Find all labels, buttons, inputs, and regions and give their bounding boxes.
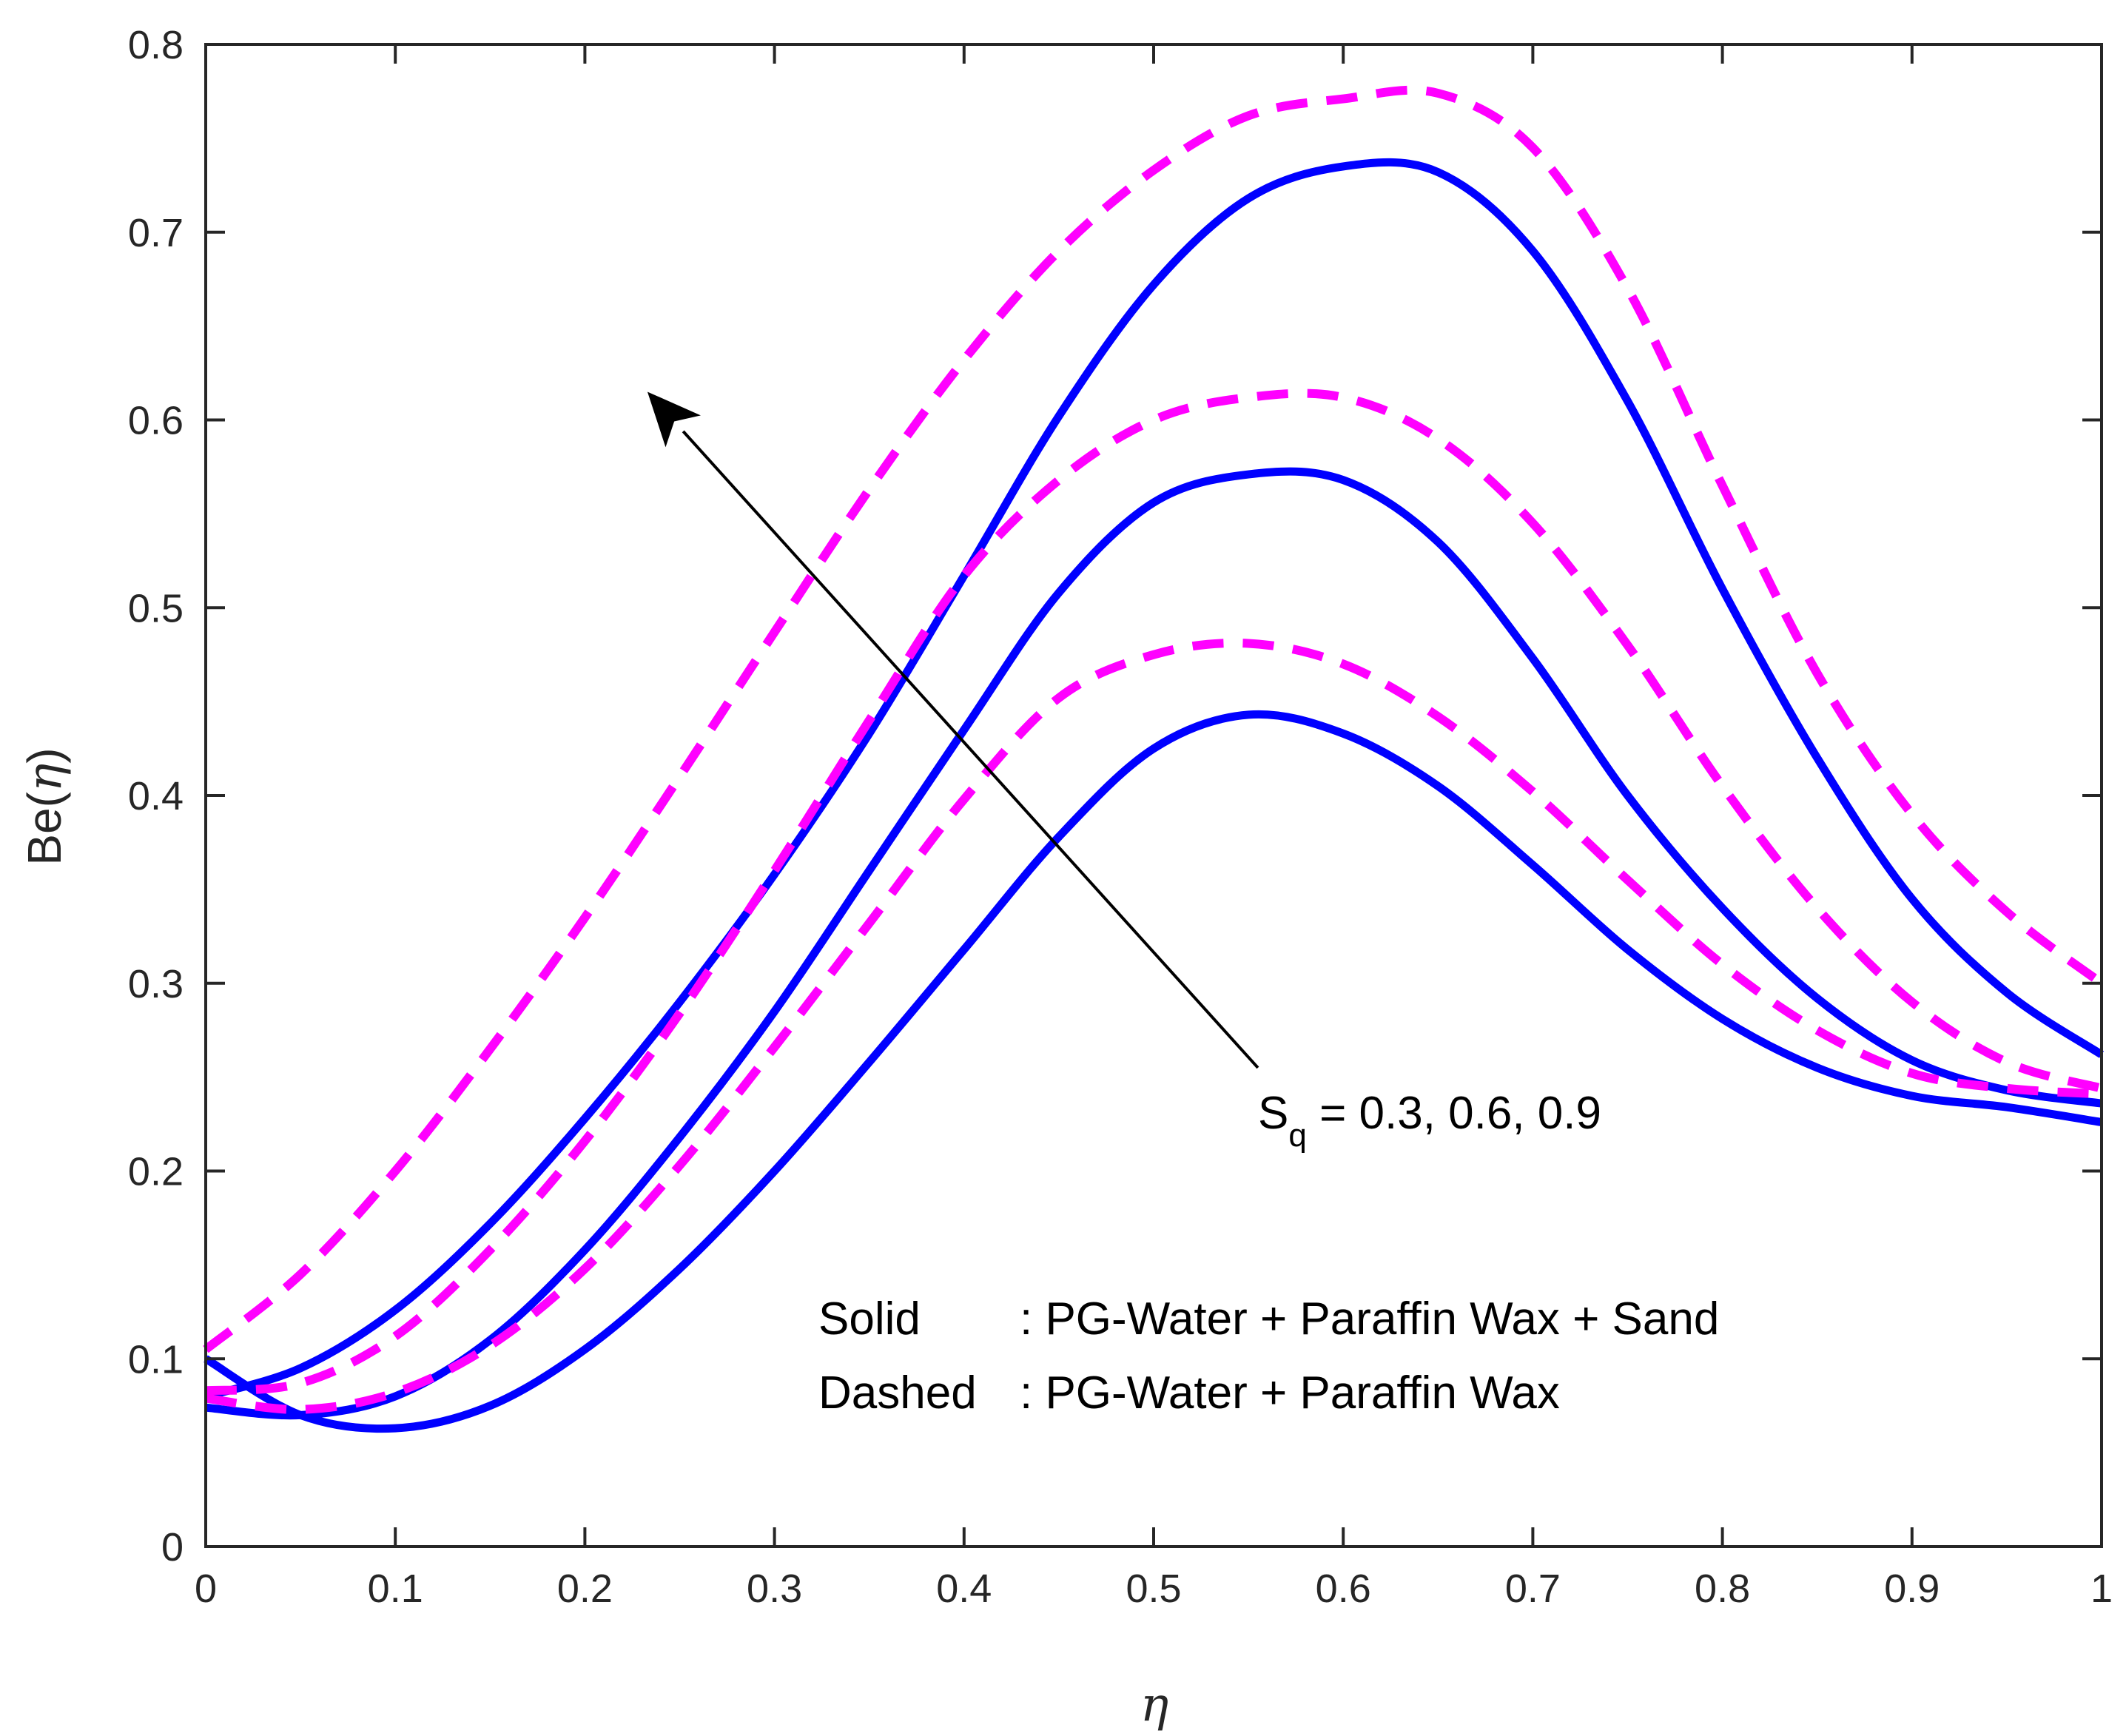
y-tick-label: 0.6	[128, 399, 184, 443]
sq-annotation-symbol: S	[1258, 1088, 1288, 1139]
tick-marks	[204, 43, 2103, 1548]
trend-arrow-head	[647, 391, 701, 448]
dashed-series-line-1	[205, 639, 2102, 1414]
y-axis-title-symbol: η	[18, 764, 73, 792]
sq-annotation-subscript: q	[1288, 1117, 1306, 1154]
y-tick-label: 0	[161, 1525, 184, 1570]
x-tick-label: 1	[2090, 1567, 2113, 1611]
solid-series-line-3	[204, 158, 2105, 1401]
x-tick-label: 0.7	[1505, 1567, 1561, 1611]
y-axis-title: Be(η)	[18, 747, 73, 865]
legend-dashed-label: Dashed	[818, 1367, 977, 1419]
y-axis-title-prefix: Be(	[18, 792, 71, 866]
y-tick-label: 0.8	[128, 23, 184, 67]
x-tick-label: 0.9	[1884, 1567, 1940, 1611]
trend-arrow	[647, 391, 1259, 1069]
x-tick-label: 0.2	[557, 1567, 613, 1611]
y-tick-label: 0.2	[128, 1150, 184, 1194]
x-tick-label: 0.4	[936, 1567, 992, 1611]
sq-annotation-values: = 0.3, 0.6, 0.9	[1307, 1088, 1601, 1139]
x-tick-label: 0	[195, 1567, 217, 1611]
y-axis-title-suffix: )	[18, 747, 71, 763]
tick-labels: 0 0.1 0.2 0.3 0.4 0.5 0.6 0.7 0.8 0.9 1 0 0.1 0.2 0.3 0…	[128, 23, 2113, 1611]
x-tick-label: 0.5	[1126, 1567, 1181, 1611]
solid-series-line-2	[205, 467, 2102, 1420]
y-tick-label: 0.5	[128, 586, 184, 630]
legend-solid-text: : PG-Water + Paraffin Wax + Sand	[1020, 1293, 1719, 1345]
trend-arrow-line	[682, 430, 1259, 1069]
x-axis-title: η	[1140, 1678, 1168, 1732]
y-tick-label: 0.1	[128, 1337, 184, 1382]
dashed-series-line-3	[203, 85, 2105, 1353]
x-tick-label: 0.8	[1695, 1567, 1750, 1611]
y-tick-label: 0.4	[128, 774, 184, 818]
x-tick-label: 0.6	[1316, 1567, 1371, 1611]
x-tick-label: 0.1	[368, 1567, 423, 1611]
sq-annotation: Sq = 0.3, 0.6, 0.9	[1258, 1088, 1601, 1154]
y-tick-label: 0.3	[128, 962, 184, 1006]
solid-series-line-1	[203, 710, 2102, 1433]
legend-solid-label: Solid	[818, 1293, 921, 1345]
curves-layer	[203, 85, 2105, 1433]
x-tick-label: 0.3	[747, 1567, 802, 1611]
dashed-series-line-2	[205, 388, 2103, 1396]
y-tick-label: 0.7	[128, 211, 184, 255]
legend-dashed-text: : PG-Water + Paraffin Wax	[1020, 1367, 1560, 1419]
